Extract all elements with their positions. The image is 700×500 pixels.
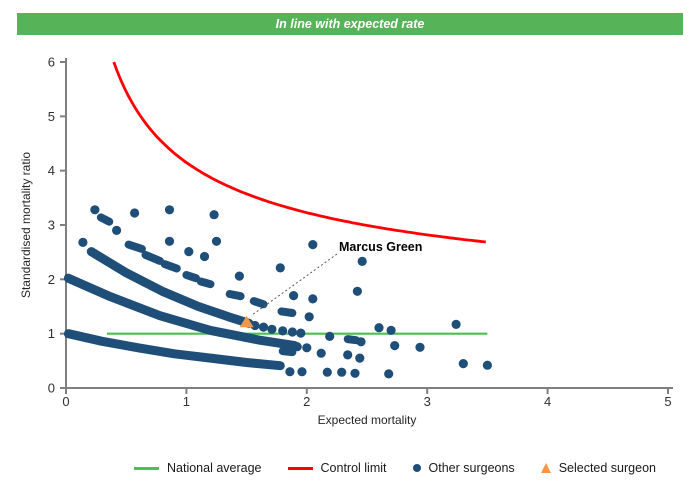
svg-text:6: 6 (48, 55, 55, 70)
svg-text:4: 4 (544, 394, 551, 409)
svg-text:3: 3 (48, 218, 55, 233)
band-1 (63, 329, 285, 371)
svg-text:0: 0 (62, 394, 69, 409)
annotation-leader-line (251, 253, 338, 316)
svg-text:4: 4 (48, 163, 55, 178)
legend-label: Control limit (320, 461, 387, 475)
control-limit-curve (112, 61, 486, 244)
selected-surgeon-swatch (540, 463, 551, 473)
band-3 (86, 247, 254, 328)
control-limit-swatch (287, 466, 313, 470)
band-2 (63, 273, 300, 351)
surgeon-bands (63, 247, 300, 371)
chart-legend: National average Control limit Other sur… (90, 461, 700, 475)
legend-label: Other surgeons (428, 461, 515, 475)
legend-label: National average (167, 461, 262, 475)
y-axis-title: Standardised mortality ratio (19, 151, 33, 299)
svg-text:1: 1 (48, 326, 55, 341)
other-surgeons-swatch (412, 464, 421, 472)
surgeon-dashes (96, 213, 361, 357)
svg-text:0: 0 (48, 381, 55, 396)
annotation-marcus-green: Marcus Green (339, 240, 423, 254)
national-average-swatch (134, 466, 159, 470)
legend-item-national-average: National average (134, 461, 262, 475)
tick-labels: 0 1 2 3 4 5 6 0 1 2 3 4 5 (48, 55, 672, 410)
status-banner: In line with expected rate (17, 13, 683, 35)
legend-item-other-surgeons: Other surgeons (412, 461, 515, 475)
svg-text:5: 5 (664, 394, 671, 409)
svg-text:3: 3 (424, 394, 431, 409)
legend-item-selected-surgeon: Selected surgeon (540, 461, 656, 475)
legend-item-control-limit: Control limit (287, 461, 387, 475)
svg-text:1: 1 (183, 394, 190, 409)
svg-text:2: 2 (303, 394, 310, 409)
other-surgeon-dots (78, 205, 492, 379)
x-axis-title: Expected mortality (317, 413, 417, 427)
legend-label: Selected surgeon (558, 461, 656, 475)
svg-text:2: 2 (48, 272, 55, 287)
selected-surgeon-marker[interactable] (239, 315, 254, 328)
svg-text:5: 5 (48, 109, 55, 124)
